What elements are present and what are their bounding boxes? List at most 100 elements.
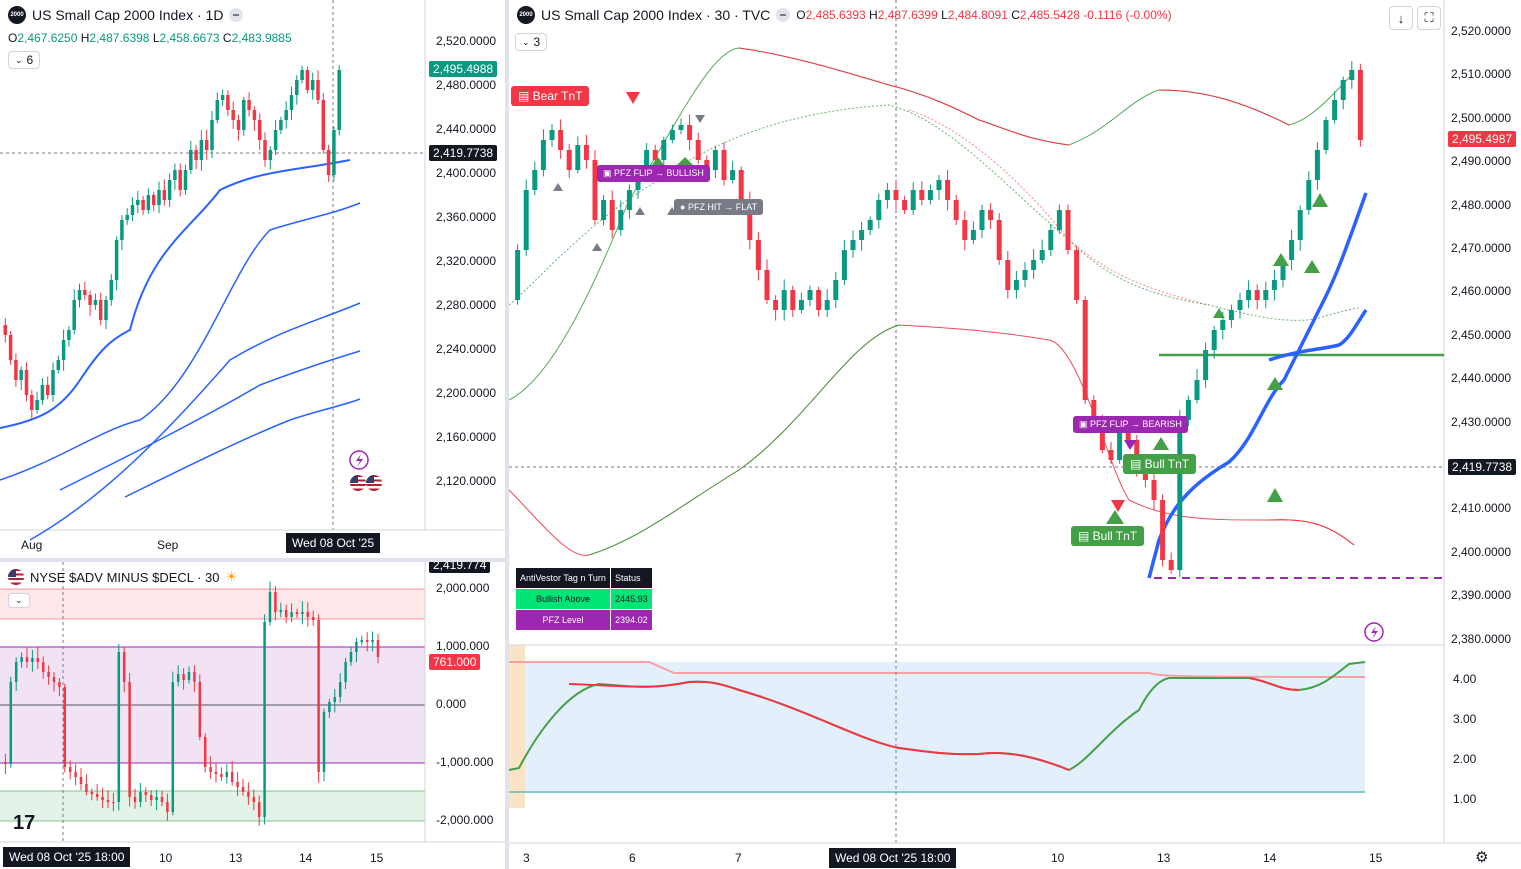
daily-candle — [51, 370, 55, 395]
breadth-bar — [268, 592, 272, 622]
more-options-icon[interactable] — [229, 8, 244, 22]
breadth-bar — [79, 777, 83, 784]
breadth-indicators-toggle[interactable]: ⌄ — [8, 593, 30, 608]
daily-indicators-toggle[interactable]: ⌄ 6 — [8, 51, 41, 69]
daily-candle — [157, 190, 161, 205]
daily-price-tick: 2,280.0000 — [436, 298, 497, 312]
main-time-label: 15 — [1369, 851, 1383, 865]
breadth-chart-header: NYSE $ADV MINUS $DECL · 30 ☀ — [8, 569, 237, 585]
table-header-row: AntiVestor Tag n Turn Status — [514, 567, 653, 589]
main-candle — [1185, 400, 1191, 420]
main-symbol-title[interactable]: US Small Cap 2000 Index · 30 · TVC — [541, 7, 771, 23]
daily-candle — [151, 195, 156, 205]
us-economic-event-icon-2[interactable] — [366, 475, 382, 491]
breadth-value-tick: -1,000.000 — [436, 755, 494, 769]
main-price-tick: 2,390.0000 — [1451, 588, 1512, 603]
breadth-bar — [122, 652, 126, 682]
daily-candle — [263, 140, 267, 160]
daily-candle — [67, 330, 71, 340]
main-price-tick: 2,450.0000 — [1451, 327, 1512, 342]
main-indicators-toggle[interactable]: ⌄ 3 — [515, 33, 548, 51]
main-candle — [1013, 280, 1019, 290]
breadth-bar — [371, 640, 374, 642]
main-candle — [1151, 480, 1157, 500]
daily-candle — [98, 300, 103, 320]
main-candle — [712, 150, 718, 170]
table-header-cell: AntiVestor Tag n Turn — [514, 567, 612, 589]
main-candle — [919, 190, 925, 200]
bull-tnt-label-2: ▤ Bull TnT — [1071, 526, 1145, 546]
breadth-bar — [333, 697, 337, 702]
daily-candle — [45, 385, 50, 395]
breadth-bar — [214, 772, 218, 774]
table-header-cell: Status — [610, 567, 653, 589]
table-cell-name: PFZ Level — [514, 609, 612, 631]
russell-2000-logo: 2000 — [8, 6, 26, 24]
chevron-down-icon: ⌄ — [522, 36, 530, 47]
main-candle — [781, 290, 787, 310]
bull-tnt-icon: ▤ — [1078, 529, 1093, 543]
daily-candle — [72, 300, 76, 330]
breadth-bar — [349, 652, 353, 662]
main-time-label: 10 — [1051, 851, 1065, 865]
pfz-hit-flat-label: ● PFZ HIT → FLAT — [674, 199, 764, 215]
daily-candle — [316, 80, 320, 100]
breadth-bar — [193, 672, 196, 682]
breadth-bar — [171, 682, 175, 812]
fullscreen-icon[interactable]: ⛶ — [1417, 6, 1441, 30]
main-time-label: 14 — [1263, 851, 1277, 865]
breadth-bar — [68, 767, 72, 772]
main-candle — [1314, 150, 1320, 180]
more-options-icon[interactable] — [776, 8, 791, 22]
breadth-chart-pane[interactable]: 17 NYSE $ADV MINUS $DECL · 30 ☀ ⌄ 2,000.… — [0, 562, 505, 869]
breadth-bar — [106, 800, 110, 802]
us-economic-event-icon[interactable] — [350, 475, 366, 491]
daily-candle — [83, 290, 87, 295]
daily-symbol-title[interactable]: US Small Cap 2000 Index · 1D — [32, 7, 224, 23]
daily-candle — [273, 130, 278, 150]
main-candle — [1168, 560, 1174, 570]
daily-chart-pane[interactable]: 2000 US Small Cap 2000 Index · 1D O2,467… — [0, 0, 505, 558]
breadth-bar — [247, 792, 250, 797]
daily-candle — [220, 95, 225, 100]
daily-candle — [136, 200, 140, 205]
main-candle — [867, 220, 873, 230]
settings-gear-icon[interactable]: ⚙ — [1475, 849, 1489, 866]
breadth-symbol-title[interactable]: NYSE $ADV MINUS $DECL · 30 — [30, 569, 220, 585]
daily-price-tick: 2,320.0000 — [436, 254, 497, 268]
main-candle — [1237, 300, 1243, 310]
main-chart-header: 2000 US Small Cap 2000 Index · 30 · TVC … — [517, 6, 1172, 24]
daily-candle — [167, 180, 172, 200]
main-candle — [1039, 250, 1045, 260]
daily-candle — [40, 385, 45, 400]
main-candle — [1074, 250, 1080, 300]
main-price-tick: 2,510.0000 — [1451, 67, 1512, 82]
breadth-bar — [149, 795, 153, 800]
daily-crosshair-time-tag: Wed 08 Oct '25 — [286, 533, 381, 553]
breadth-bar — [355, 642, 358, 652]
main-candle — [1263, 290, 1269, 300]
daily-ohlc: O2,467.6250 H2,487.6398 L2,458.6673 C2,4… — [8, 31, 292, 45]
breadth-bar — [252, 797, 256, 802]
daily-candle — [183, 170, 188, 190]
daily-candle — [8, 335, 13, 360]
main-chart-pane[interactable]: 2000 US Small Cap 2000 Index · 30 · TVC … — [509, 0, 1521, 869]
daily-candle — [194, 150, 198, 160]
main-crosshair-price-tag: 2,419.7738 — [1448, 459, 1517, 475]
main-candle — [523, 190, 529, 250]
breadth-bar — [301, 612, 304, 614]
main-candle — [996, 220, 1002, 260]
breadth-time-label: 13 — [229, 851, 243, 865]
daily-price-tick: 2,400.0000 — [436, 166, 497, 180]
main-candle — [583, 145, 589, 160]
breadth-bar — [63, 687, 67, 767]
daily-candle — [114, 240, 119, 280]
download-arrow-icon[interactable]: ↓ — [1389, 6, 1413, 30]
daily-price-tick: 2,440.0000 — [436, 122, 497, 136]
main-candle — [824, 300, 830, 310]
daily-candle — [295, 80, 299, 95]
main-candle — [902, 200, 908, 210]
daily-price-tick: 2,160.0000 — [436, 430, 497, 444]
main-price-tick: 2,500.0000 — [1451, 110, 1512, 125]
main-candle — [1357, 70, 1363, 140]
